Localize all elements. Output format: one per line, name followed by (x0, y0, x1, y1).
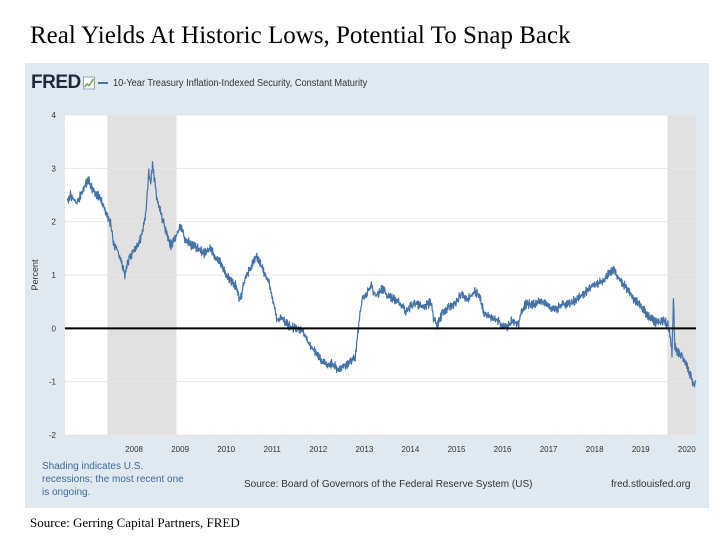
y-axis-title: Percent (30, 259, 40, 291)
y-tick-label: 1 (52, 271, 57, 280)
y-tick-label: 0 (52, 324, 57, 333)
legend-swatch (97, 82, 108, 84)
y-tick-label: -2 (49, 431, 57, 440)
y-tick-label: -1 (49, 378, 57, 387)
x-tick-label: 2019 (632, 445, 650, 454)
fred-url-link[interactable]: fred.stlouisfed.org (611, 479, 691, 490)
x-tick-label: 2012 (309, 445, 327, 454)
x-tick-label: 2009 (171, 445, 189, 454)
x-tick-label: 2014 (402, 445, 420, 454)
x-tick-label: 2020 (678, 445, 696, 454)
fred-logo[interactable]: FRED (31, 72, 81, 93)
chart-header: FRED 10-Year Treasury Inflation-Indexed … (31, 73, 402, 93)
x-tick-label: 2017 (540, 445, 558, 454)
y-tick-label: 2 (52, 218, 57, 227)
y-tick-label: 3 (52, 164, 57, 173)
slide-source: Source: Gerring Capital Partners, FRED (30, 515, 240, 530)
x-tick-label: 2018 (586, 445, 604, 454)
series-line (66, 160, 697, 388)
chart-source: Source: Board of Governors of the Federa… (244, 479, 533, 490)
legend-series-name: 10-Year Treasury Inflation-Indexed Secur… (112, 77, 367, 89)
line-chart: -2 -1 0 1 2 3 4 2008 2009 2010 2011 2012 2013 2014 201… (30, 111, 697, 454)
slide-title: Real Yields At Historic Lows, Potential … (30, 22, 571, 49)
x-tick-label: 2016 (494, 445, 512, 454)
x-tick-label: 2011 (264, 445, 282, 454)
fred-chart-panel: -2 -1 0 1 2 3 4 2008 2009 2010 2011 2012 2013 2014 201… (25, 63, 709, 508)
x-tick-label: 2008 (125, 445, 143, 454)
x-tick-label: 2013 (355, 445, 373, 454)
x-tick-label: 2010 (217, 445, 235, 454)
y-tick-label: 4 (52, 111, 57, 120)
recession-footnote: Shading indicates U.S. recessions; the m… (42, 461, 184, 498)
x-tick-label: 2015 (448, 445, 466, 454)
fred-graph-icon (82, 76, 95, 90)
